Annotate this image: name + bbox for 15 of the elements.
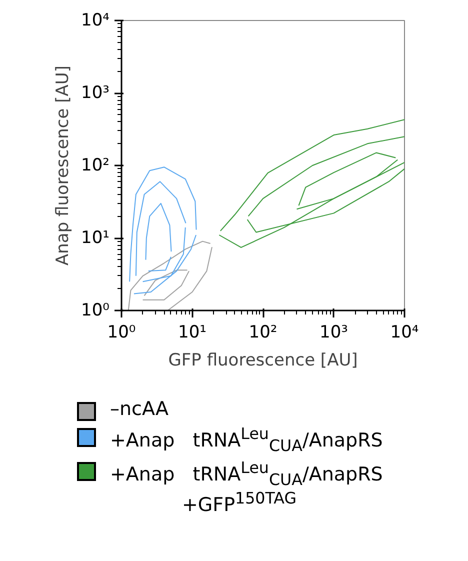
x-tick-label: 10⁰ [107,322,136,342]
x-tick-label: 10³ [320,322,348,342]
x-axis-title: GFP fluorescence [AU] [168,350,358,370]
y-axis-title: Anap fluorescence [AU] [53,66,74,266]
y-tick-label: 10⁰ [81,300,110,320]
legend-label: –ncAA [110,398,169,421]
y-tick-label: 10¹ [81,228,110,248]
legend-label: +Anap tRNA$^{Leu}$$_{CUA}$/AnapRS [110,424,383,456]
x-tick-label: 10¹ [178,322,206,342]
y-tick-label: 10² [81,156,110,176]
y-tick-label: 10³ [81,83,110,103]
text: +Anap tRNA$^{Leu}$$_{CUA}$/AnapRS +GFP$^{150TAG}$ [110,458,383,516]
y-tick-label: 10⁴ [81,10,110,30]
x-tick-label: 10² [248,322,278,342]
x-tick-label: 10⁴ [390,322,419,342]
